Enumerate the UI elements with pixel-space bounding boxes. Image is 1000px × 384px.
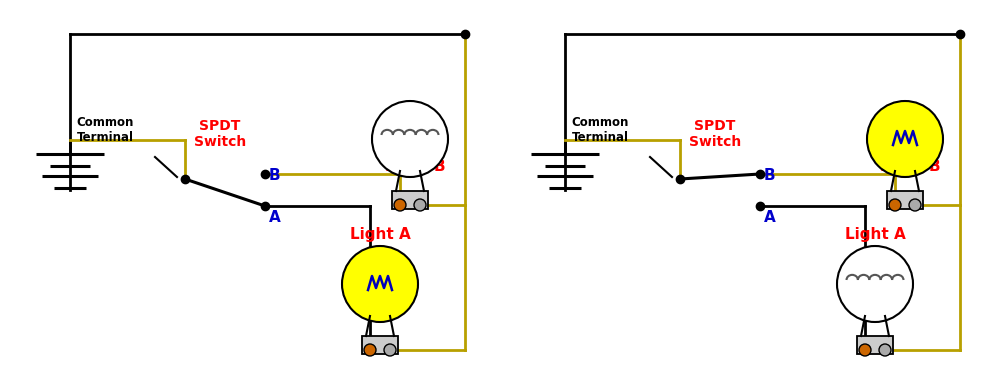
Circle shape: [342, 246, 418, 322]
Text: Light B: Light B: [385, 159, 445, 174]
Text: A: A: [764, 210, 776, 225]
Circle shape: [394, 199, 406, 211]
Bar: [362, 336, 398, 354]
Text: Light A: Light A: [350, 227, 410, 242]
Text: Light B: Light B: [880, 159, 940, 174]
Bar: [887, 191, 923, 209]
Circle shape: [879, 344, 891, 356]
Circle shape: [414, 199, 426, 211]
Circle shape: [372, 101, 448, 177]
Circle shape: [837, 246, 913, 322]
Text: B: B: [269, 168, 281, 183]
Text: A: A: [269, 210, 281, 225]
Circle shape: [384, 344, 396, 356]
Text: Light A: Light A: [845, 227, 905, 242]
Text: Common
Terminal: Common Terminal: [571, 116, 629, 144]
Circle shape: [364, 344, 376, 356]
Circle shape: [889, 199, 901, 211]
Text: Common
Terminal: Common Terminal: [76, 116, 134, 144]
Circle shape: [859, 344, 871, 356]
Circle shape: [867, 101, 943, 177]
Text: B: B: [764, 168, 776, 183]
Bar: [857, 336, 893, 354]
Text: SPDT
Switch: SPDT Switch: [689, 119, 741, 149]
Bar: [392, 191, 428, 209]
Circle shape: [909, 199, 921, 211]
Text: SPDT
Switch: SPDT Switch: [194, 119, 246, 149]
